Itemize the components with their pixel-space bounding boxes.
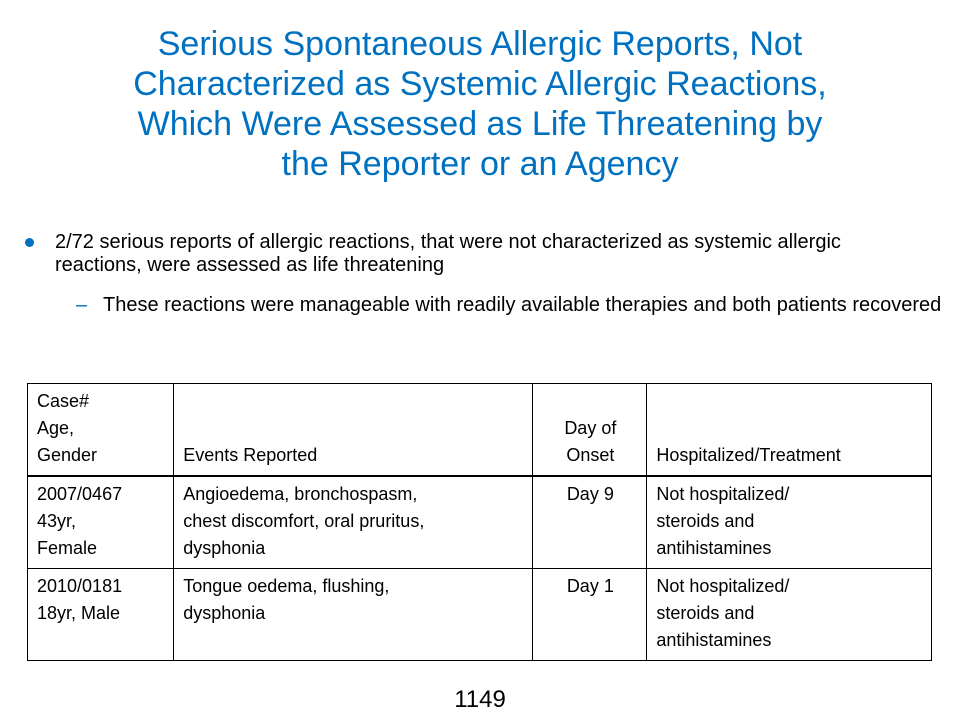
cell-line: 43yr, <box>37 511 77 531</box>
cell-line: Angioedema, bronchospasm, <box>183 484 418 504</box>
cell-line: Not hospitalized/ <box>656 576 790 596</box>
slide-title: Serious Spontaneous Allergic Reports, No… <box>30 24 930 184</box>
header-hospitalized-treatment: Hospitalized/Treatment <box>646 383 932 477</box>
cell-line: antihistamines <box>656 538 772 558</box>
cell-treatment: Not hospitalized/ steroids and antihista… <box>646 475 932 569</box>
cell-line: steroids and <box>656 603 755 623</box>
header-line: Case# <box>37 391 90 411</box>
cell-treatment: Not hospitalized/ steroids and antihista… <box>646 568 932 661</box>
title-line: Serious Spontaneous Allergic Reports, No… <box>157 25 803 63</box>
header-line: Onset <box>566 445 615 465</box>
title-line: Which Were Assessed as Life Threatening … <box>137 105 823 143</box>
case-table: Case# Age, Gender Events Reported Day of… <box>26 383 932 661</box>
sub-bullet-dash-icon: – <box>76 294 88 316</box>
cell-events: Tongue oedema, flushing, dysphonia <box>173 568 534 661</box>
table-row: 2010/0181 18yr, Male Tongue oedema, flus… <box>26 568 932 661</box>
cell-onset: Day 1 <box>532 568 648 661</box>
cell-line: Not hospitalized/ <box>656 484 790 504</box>
cell-line: steroids and <box>656 511 755 531</box>
header-line: Events Reported <box>183 445 318 465</box>
cell-events: Angioedema, bronchospasm, chest discomfo… <box>173 475 534 569</box>
table-row: 2007/0467 43yr, Female Angioedema, bronc… <box>26 475 932 569</box>
cell-line: chest discomfort, oral pruritus, <box>183 511 425 531</box>
cell-line: dysphonia <box>183 538 266 558</box>
sub-bullet-text: These reactions were manageable with rea… <box>103 294 942 316</box>
main-bullet-text: 2/72 serious reports of allergic reactio… <box>55 231 841 276</box>
cell-onset: Day 9 <box>532 475 648 569</box>
header-line: Hospitalized/Treatment <box>656 445 841 465</box>
cell-case: 2010/0181 18yr, Male <box>26 568 175 661</box>
cell-line: Female <box>37 538 98 558</box>
cell-line: 18yr, Male <box>37 603 121 623</box>
cell-case: 2007/0467 43yr, Female <box>26 475 175 569</box>
cell-line: 2007/0467 <box>37 484 123 504</box>
cell-line: Tongue oedema, flushing, <box>183 576 390 596</box>
cell-line: dysphonia <box>183 603 266 623</box>
cell-line: 2010/0181 <box>37 576 123 596</box>
header-events-reported: Events Reported <box>173 383 534 477</box>
header-line: Day of <box>564 418 617 438</box>
header-case-age-gender: Case# Age, Gender <box>26 383 175 477</box>
table-header-row: Case# Age, Gender Events Reported Day of… <box>26 383 932 477</box>
cell-line: antihistamines <box>656 630 772 650</box>
header-line: Age, <box>37 418 75 438</box>
header-line: Gender <box>37 445 98 465</box>
header-day-of-onset: Day of Onset <box>532 383 648 477</box>
bullet-dot-icon <box>25 238 34 247</box>
title-line: Characterized as Systemic Allergic React… <box>133 65 827 103</box>
title-line: the Reporter or an Agency <box>281 145 679 183</box>
page-number: 1149 <box>454 686 506 713</box>
